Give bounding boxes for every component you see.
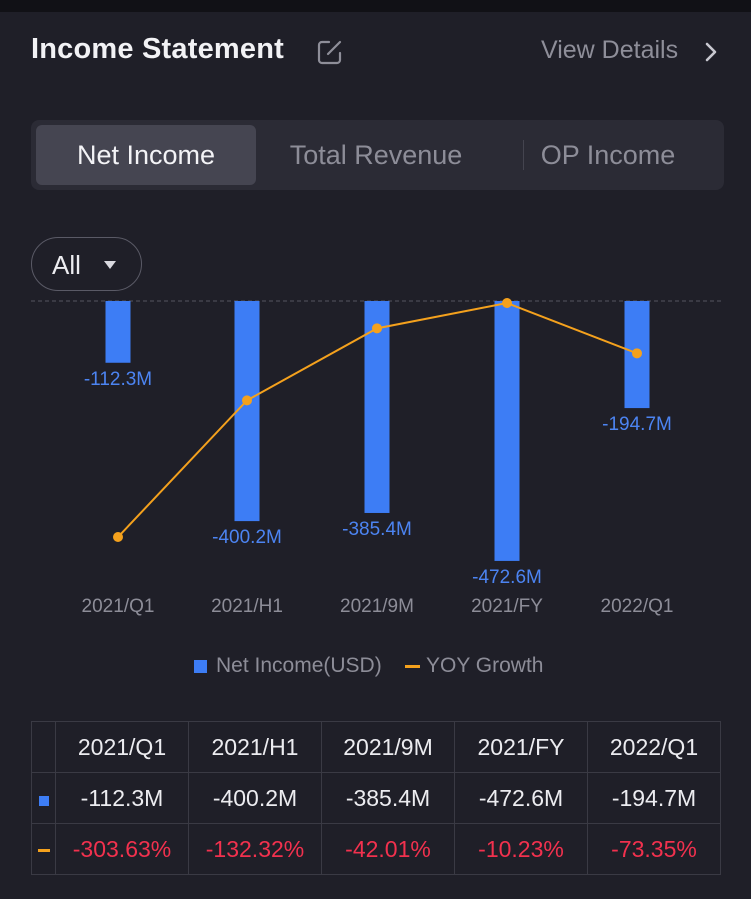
chevron-right-icon[interactable]: [703, 40, 719, 64]
tab-total-revenue[interactable]: Total Revenue: [289, 140, 463, 170]
legend-yoy-growth: YOY Growth: [426, 654, 544, 677]
table-cell: -385.4M: [321, 772, 455, 824]
metric-tabs: Net Income Total Revenue OP Income: [31, 120, 724, 190]
view-details-link[interactable]: View Details: [541, 36, 679, 64]
filter-label: All: [52, 250, 81, 280]
data-table: 2021/Q1 2021/H1 2021/9M 2021/FY 2022/Q1 …: [31, 721, 721, 875]
table-row-net-income: -112.3M -400.2M -385.4M -472.6M -194.7M: [31, 772, 721, 824]
tab-divider: [523, 140, 524, 170]
table-cell: -112.3M: [55, 772, 189, 824]
section-title: Income Statement: [31, 33, 284, 65]
table-cell: -400.2M: [188, 772, 322, 824]
period-filter-dropdown[interactable]: All: [31, 237, 142, 291]
table-header-row: 2021/Q1 2021/H1 2021/9M 2021/FY 2022/Q1: [31, 721, 721, 773]
table-cell: -73.35%: [587, 823, 721, 875]
table-corner-cell: [31, 721, 56, 773]
edit-icon[interactable]: [316, 38, 344, 66]
legend-net-income: Net Income(USD): [216, 654, 382, 677]
table-header-cell: 2021/9M: [321, 721, 455, 773]
table-header-cell: 2022/Q1: [587, 721, 721, 773]
table-cell: -10.23%: [454, 823, 588, 875]
tab-net-income[interactable]: Net Income: [36, 125, 256, 185]
table-row-yoy-growth: -303.63% -132.32% -42.01% -10.23% -73.35…: [31, 823, 721, 875]
caret-down-icon: [104, 261, 116, 269]
tab-op-income[interactable]: OP Income: [540, 140, 676, 170]
yoy-growth-marker: [31, 823, 56, 875]
table-cell: -194.7M: [587, 772, 721, 824]
table-cell: -42.01%: [321, 823, 455, 875]
table-cell: -472.6M: [454, 772, 588, 824]
table-cell: -303.63%: [55, 823, 189, 875]
table-cell: -132.32%: [188, 823, 322, 875]
legend-bar-swatch: [194, 660, 207, 673]
legend-line-swatch: [405, 665, 420, 668]
table-header-cell: 2021/Q1: [55, 721, 189, 773]
table-header-cell: 2021/FY: [454, 721, 588, 773]
top-strip: [0, 0, 751, 12]
table-header-cell: 2021/H1: [188, 721, 322, 773]
net-income-marker: [31, 772, 56, 824]
